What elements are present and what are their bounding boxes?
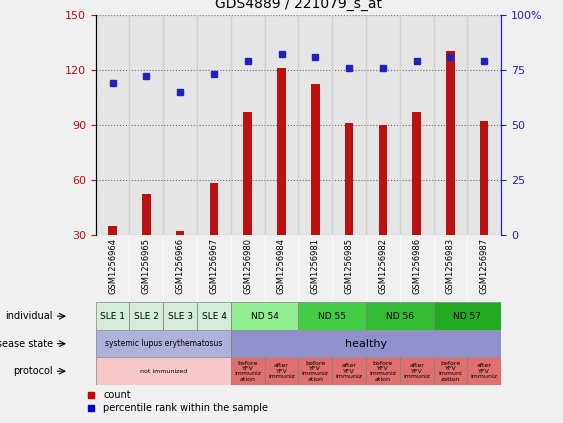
Text: GSM1256982: GSM1256982: [378, 238, 387, 294]
Bar: [434, 15, 467, 235]
Bar: [96, 357, 231, 385]
Text: GSM1256987: GSM1256987: [480, 238, 489, 294]
Bar: [163, 302, 197, 330]
Bar: [176, 231, 185, 290]
Bar: [231, 330, 501, 357]
Bar: [129, 15, 163, 235]
Bar: [298, 302, 366, 330]
Text: GSM1256981: GSM1256981: [311, 238, 320, 294]
Bar: [332, 357, 366, 385]
Bar: [210, 184, 218, 290]
Text: healthy: healthy: [345, 339, 387, 349]
Bar: [446, 52, 455, 290]
Text: GSM1256980: GSM1256980: [243, 238, 252, 294]
Text: GSM1256966: GSM1256966: [176, 238, 185, 294]
Bar: [278, 68, 286, 290]
Bar: [400, 15, 434, 235]
Text: before
YFV
immuniz
ation: before YFV immuniz ation: [234, 360, 261, 382]
Bar: [265, 15, 298, 235]
Text: individual: individual: [5, 311, 53, 321]
Text: GSM1256967: GSM1256967: [209, 238, 218, 294]
Bar: [467, 15, 501, 235]
Bar: [378, 125, 387, 290]
Bar: [96, 302, 129, 330]
Text: after
YFV
immuniz: after YFV immuniz: [403, 363, 430, 379]
Bar: [231, 357, 265, 385]
Bar: [366, 302, 434, 330]
Bar: [265, 357, 298, 385]
Text: SLE 4: SLE 4: [202, 312, 226, 321]
Text: not immunized: not immunized: [140, 369, 187, 374]
Bar: [96, 330, 231, 357]
Text: ND 57: ND 57: [453, 312, 481, 321]
Bar: [96, 15, 129, 235]
Text: ND 54: ND 54: [251, 312, 279, 321]
Bar: [298, 15, 332, 235]
Text: before
YFV
immuniz
ation: before YFV immuniz ation: [369, 360, 396, 382]
Bar: [231, 15, 265, 235]
Text: GSM1256965: GSM1256965: [142, 238, 151, 294]
Bar: [332, 15, 366, 235]
Bar: [243, 112, 252, 290]
Bar: [298, 357, 332, 385]
Text: GSM1256984: GSM1256984: [277, 238, 286, 294]
Text: before
YFV
immuni
zation: before YFV immuni zation: [439, 360, 462, 382]
Bar: [480, 121, 489, 290]
Bar: [163, 15, 197, 235]
Bar: [142, 195, 151, 290]
Text: GSM1256983: GSM1256983: [446, 238, 455, 294]
Text: SLE 2: SLE 2: [134, 312, 159, 321]
Bar: [366, 357, 400, 385]
Bar: [434, 357, 467, 385]
Text: after
YFV
immuniz: after YFV immuniz: [471, 363, 498, 379]
Text: disease state: disease state: [0, 339, 53, 349]
Text: after
YFV
immuniz: after YFV immuniz: [336, 363, 363, 379]
Bar: [129, 302, 163, 330]
Text: after
YFV
immuniz: after YFV immuniz: [268, 363, 295, 379]
Text: protocol: protocol: [13, 366, 53, 376]
Title: GDS4889 / 221079_s_at: GDS4889 / 221079_s_at: [215, 0, 382, 11]
Bar: [412, 112, 421, 290]
Bar: [434, 302, 501, 330]
Legend: count, percentile rank within the sample: count, percentile rank within the sample: [84, 387, 272, 417]
Bar: [109, 225, 117, 290]
Bar: [366, 15, 400, 235]
Text: ND 55: ND 55: [318, 312, 346, 321]
Text: GSM1256986: GSM1256986: [412, 238, 421, 294]
Bar: [400, 357, 434, 385]
Bar: [231, 302, 298, 330]
Bar: [311, 85, 320, 290]
Bar: [197, 302, 231, 330]
Text: GSM1256964: GSM1256964: [108, 238, 117, 294]
Text: ND 56: ND 56: [386, 312, 414, 321]
Text: SLE 3: SLE 3: [168, 312, 193, 321]
Text: before
YFV
immuniz
ation: before YFV immuniz ation: [302, 360, 329, 382]
Text: SLE 1: SLE 1: [100, 312, 125, 321]
Text: GSM1256985: GSM1256985: [345, 238, 354, 294]
Bar: [467, 357, 501, 385]
Text: systemic lupus erythematosus: systemic lupus erythematosus: [105, 339, 222, 348]
Bar: [345, 123, 354, 290]
Bar: [197, 15, 231, 235]
